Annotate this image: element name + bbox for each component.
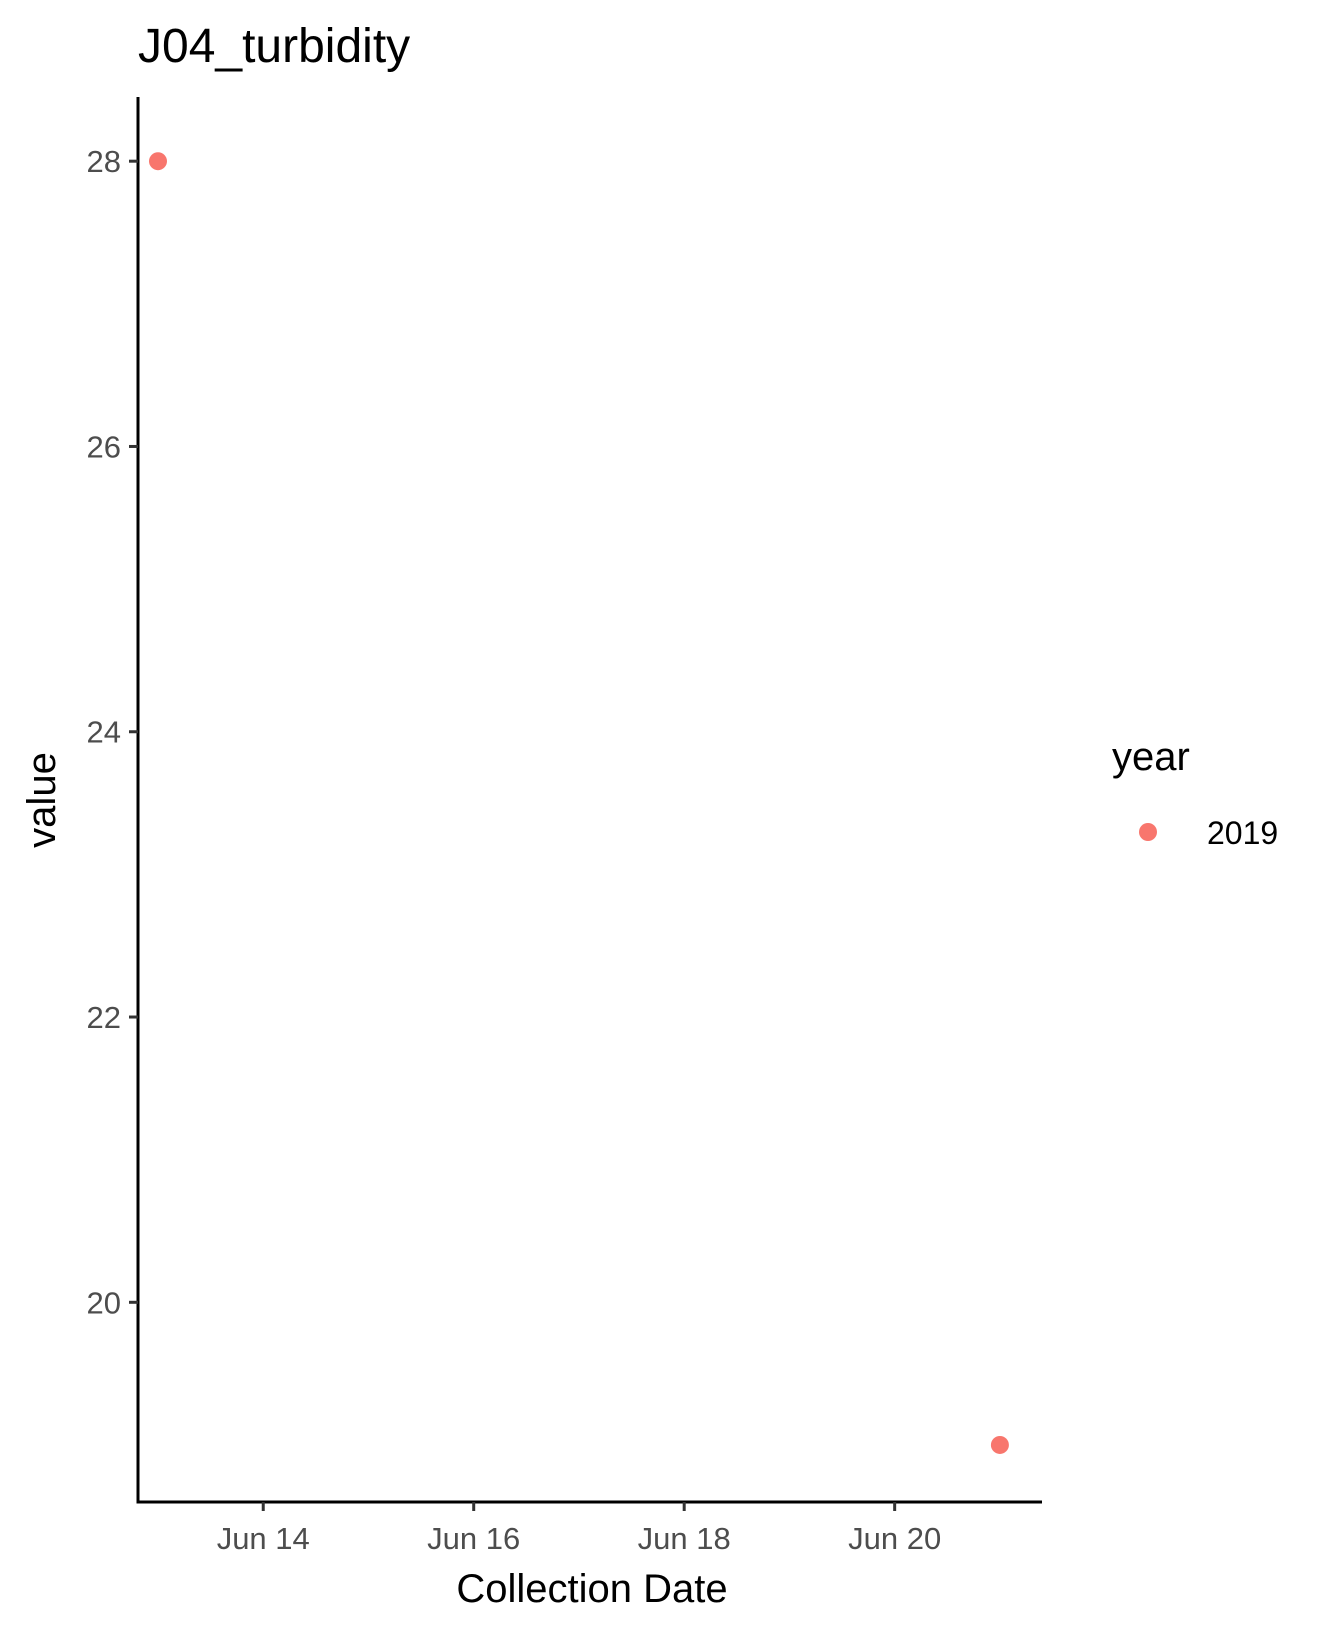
plot-axes [136,97,1042,1504]
legend-items: 2019 [1139,815,1278,851]
legend-title: year [1112,735,1190,779]
chart-title: J04_turbidity [138,20,410,73]
x-axis-ticks: Jun 14 Jun 16 Jun 18 Jun 20 [217,1502,941,1556]
data-points [148,152,1009,1454]
x-axis-title: Collection Date [456,1567,727,1611]
y-axis-ticks: 20 22 24 26 28 [87,144,138,1320]
y-tick-label: 24 [87,715,121,750]
y-axis-title: value [20,752,64,848]
data-point [990,1435,1009,1454]
x-tick-label: Jun 16 [427,1521,520,1556]
data-point [148,152,167,171]
legend: year 2019 [1112,735,1278,851]
legend-label: 2019 [1207,815,1278,851]
x-tick-label: Jun 18 [638,1521,731,1556]
y-tick-label: 20 [87,1285,121,1320]
x-tick-label: Jun 14 [217,1521,310,1556]
y-tick-label: 28 [87,144,121,179]
x-tick-label: Jun 20 [848,1521,941,1556]
y-tick-label: 26 [87,429,121,464]
legend-key [1139,823,1157,841]
y-tick-label: 22 [87,1000,121,1035]
